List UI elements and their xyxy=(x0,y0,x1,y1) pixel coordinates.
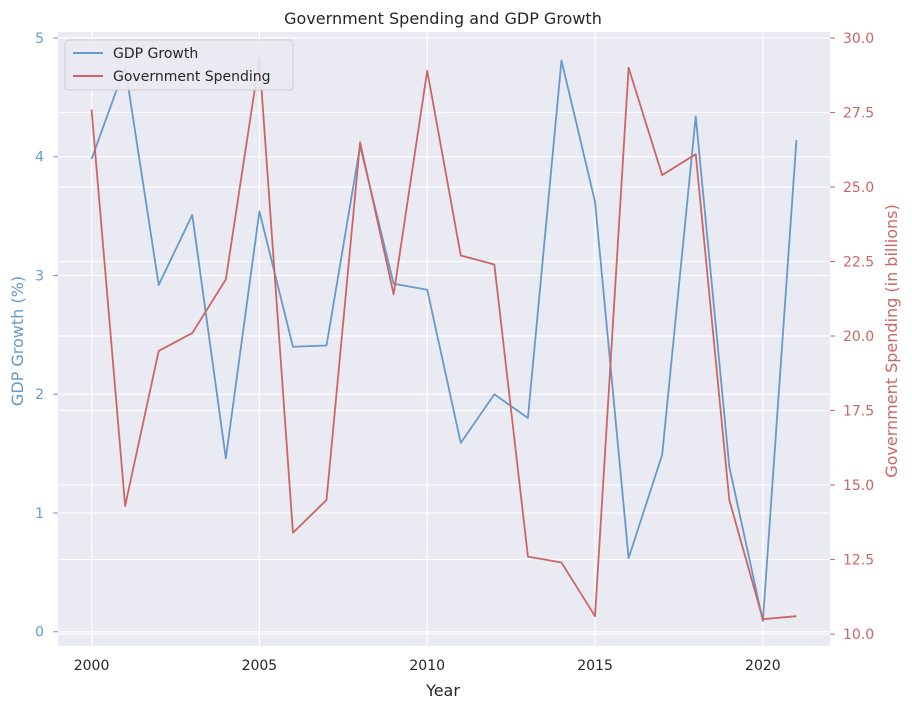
series-lines xyxy=(90,57,798,622)
right-tick-label: 10.0 xyxy=(843,627,874,643)
x-tick-label: 2015 xyxy=(577,658,613,674)
right-y-axis: 10.0 12.5 15.0 17.5 20.0 22.5 25.0 27.5 30.0 xyxy=(830,31,874,643)
x-tick-label: 2020 xyxy=(745,658,781,674)
series-line-government-spending xyxy=(90,57,797,621)
x-tick-label: 2010 xyxy=(409,658,445,674)
left-tick-label: 2 xyxy=(35,387,44,403)
left-y-axis: 0 1 2 3 4 5 xyxy=(35,31,58,641)
right-y-axis-label: Government Spending (in billions) xyxy=(882,204,901,478)
right-tick-label: 27.5 xyxy=(843,105,874,121)
right-tick-label: 17.5 xyxy=(843,404,874,420)
legend-box xyxy=(64,39,294,91)
legend-label-government-spending: Government Spending xyxy=(113,69,271,85)
right-tick-label: 22.5 xyxy=(843,255,874,271)
x-tick-label: 2005 xyxy=(242,658,278,674)
right-tick-label: 20.0 xyxy=(843,329,874,345)
left-y-axis-label: GDP Growth (%) xyxy=(8,276,27,406)
x-axis-label: Year xyxy=(425,681,460,700)
plot-area xyxy=(58,32,830,646)
right-tick-label: 30.0 xyxy=(843,31,874,47)
chart-title: Government Spending and GDP Growth xyxy=(284,9,602,28)
legend-label-gdp-growth: GDP Growth xyxy=(113,46,198,62)
series-line-gdp-growth xyxy=(90,59,798,622)
x-axis: 2000 2005 2010 2015 2020 xyxy=(74,658,781,674)
right-tick-label: 25.0 xyxy=(843,180,874,196)
left-tick-label: 5 xyxy=(35,31,44,47)
right-tick-label: 12.5 xyxy=(843,553,874,569)
right-tick-label: 15.0 xyxy=(843,478,874,494)
left-tick-label: 4 xyxy=(35,150,44,166)
x-tick-label: 2000 xyxy=(74,658,110,674)
legend: GDP Growth Government Spending xyxy=(64,39,294,91)
left-tick-label: 0 xyxy=(35,625,44,641)
left-tick-label: 3 xyxy=(35,268,44,284)
grid-lines xyxy=(58,32,830,646)
left-tick-label: 1 xyxy=(35,506,44,522)
